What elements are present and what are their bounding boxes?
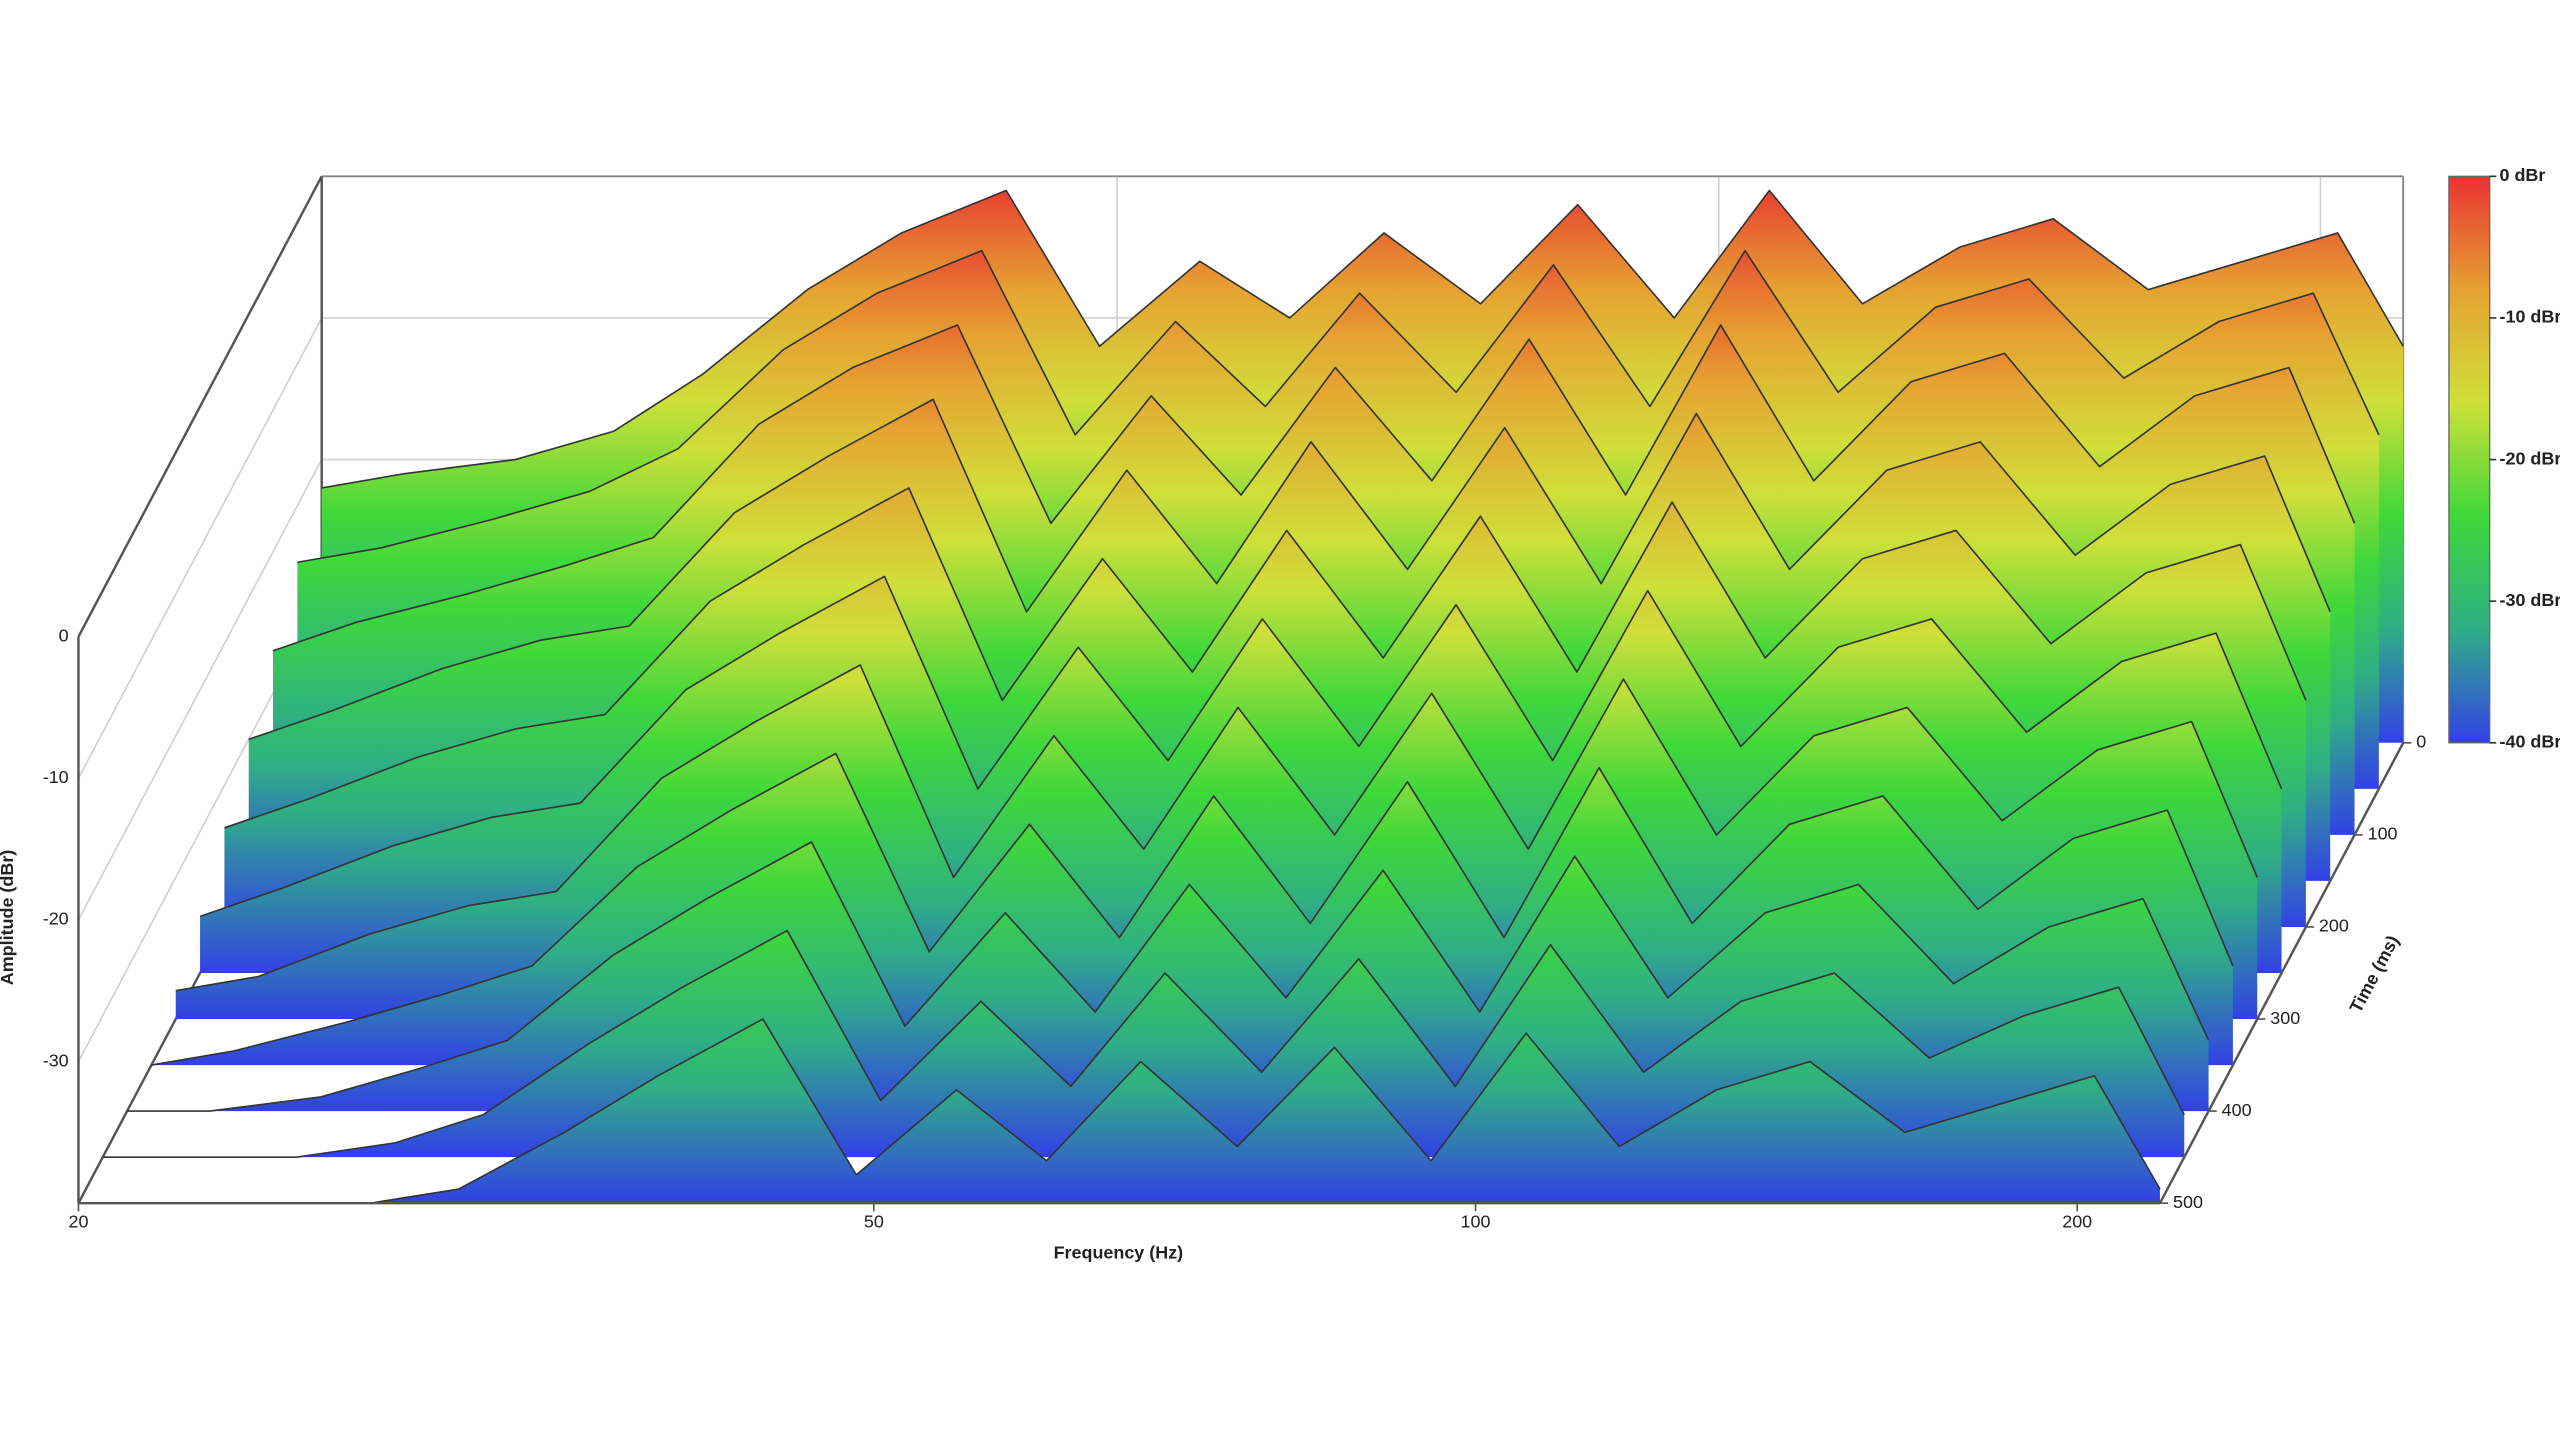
slice-line — [151, 752, 2234, 1066]
y-tick-label: 0 — [59, 625, 69, 645]
slice-line — [224, 487, 2307, 829]
z-tick-label: 400 — [2222, 1100, 2252, 1120]
x-axis-title: Frequency (Hz) — [1054, 1243, 1184, 1263]
y-tick-label: -10 — [43, 767, 69, 787]
x-tick-label: 20 — [68, 1212, 88, 1232]
slice-line — [102, 929, 2185, 1158]
z-tick-label: 0 — [2416, 732, 2426, 752]
colorbar-tick-label: -20 dBr — [2500, 448, 2560, 468]
x-tick-label: 50 — [864, 1212, 884, 1232]
slice-fill — [78, 1019, 2160, 1204]
frame-line — [2158, 742, 2405, 1204]
frame-line — [77, 175, 323, 638]
y-axis-title: Amplitude (dBr) — [0, 850, 17, 986]
x-tick-label: 100 — [1461, 1212, 1491, 1232]
colorbar — [2448, 175, 2491, 744]
slice-line — [248, 398, 2331, 741]
z-tick-label: 500 — [2173, 1192, 2203, 1212]
y-tick-label: -30 — [43, 1050, 69, 1070]
grid-line — [77, 317, 323, 779]
z-axis-title: Time (ms) — [2346, 932, 2403, 1016]
colorbar-tick-label: -40 dBr — [2500, 732, 2560, 752]
slice-line — [175, 664, 2258, 992]
colorbar-tick-label: -10 dBr — [2500, 307, 2560, 327]
z-tick-label: 200 — [2319, 916, 2349, 936]
slice-line — [321, 189, 2404, 489]
y-tick-label: -20 — [43, 909, 69, 929]
slice-line — [272, 324, 2356, 652]
slice-line — [297, 249, 2380, 564]
x-tick-label: 200 — [2062, 1212, 2092, 1232]
slice-line — [199, 575, 2283, 918]
colorbar-tick-label: 0 dBr — [2500, 165, 2546, 185]
z-tick-label: 300 — [2270, 1008, 2300, 1028]
slice-line — [127, 841, 2210, 1112]
grid-line — [77, 459, 323, 921]
z-tick-label: 100 — [2368, 824, 2398, 844]
slice-line — [78, 1018, 2161, 1204]
colorbar-tick-label: -30 dBr — [2500, 590, 2560, 610]
